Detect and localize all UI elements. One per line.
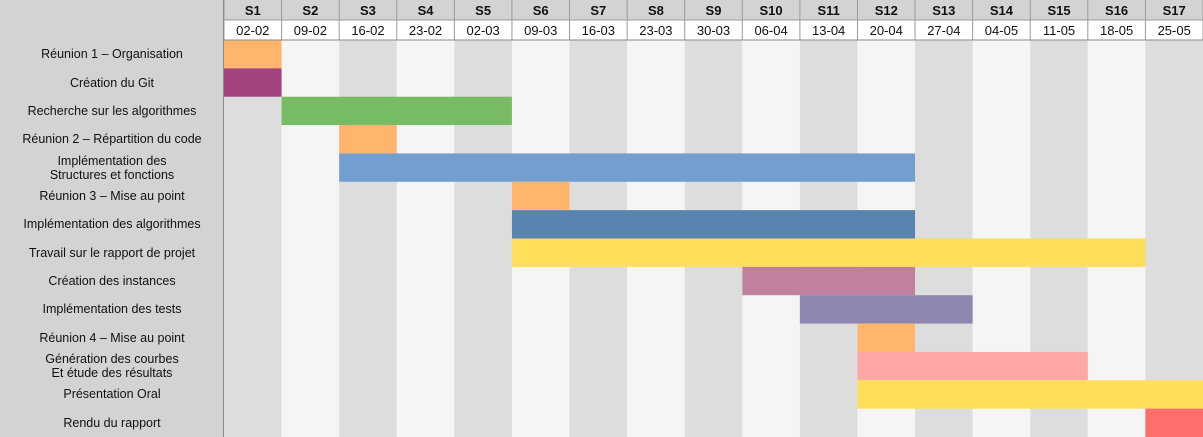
task-label: Création des instances (48, 274, 176, 289)
task-bar (857, 351, 1088, 381)
week-date: 16-02 (351, 22, 385, 38)
week-date: 09-03 (524, 22, 558, 38)
week-date: 27-04 (927, 22, 961, 38)
task-label: Recherche sur les algorithmes (27, 103, 197, 118)
task-label: Implémentation des tests (42, 302, 182, 317)
week-name: S17 (1162, 2, 1186, 18)
week-name: S10 (759, 2, 783, 18)
week-name: S9 (705, 2, 722, 18)
task-label: Réunion 2 – Répartition du code (22, 132, 202, 147)
task-bar (742, 266, 916, 296)
week-date: 06-04 (754, 22, 788, 38)
week-name: S3 (360, 2, 376, 18)
week-date: 20-04 (869, 22, 903, 38)
task-bar (339, 125, 397, 154)
week-date: 23-02 (408, 22, 443, 38)
week-date: 09-02 (293, 22, 327, 38)
task-label: Réunion 4 – Mise au point (39, 330, 185, 345)
task-label: Réunion 3 – Mise au point (39, 188, 185, 203)
task-label: Présentation Oral (63, 387, 161, 402)
week-column-stripe (1145, 40, 1203, 437)
week-name: S6 (532, 2, 549, 18)
week-date: 30-03 (696, 22, 731, 38)
task-label: Réunion 1 – Organisation (41, 47, 183, 62)
week-column-stripe (224, 40, 282, 437)
week-name: S15 (1047, 2, 1071, 18)
task-bar (511, 210, 916, 239)
week-name: S16 (1105, 2, 1129, 18)
week-date: 18-05 (1099, 22, 1134, 38)
task-bar (224, 68, 282, 97)
week-date: 02-02 (236, 22, 270, 38)
week-date: 23-03 (639, 22, 673, 38)
task-bar (1145, 408, 1203, 437)
week-date: 16-03 (581, 22, 615, 38)
task-label: Travail sur le rapport de projet (28, 245, 196, 260)
task-bar (511, 238, 1146, 267)
label-column-background (0, 0, 224, 437)
task-label: Génération des courbes Et étude des résu… (45, 352, 179, 381)
task-bar (281, 96, 512, 126)
week-date-row (224, 20, 1203, 40)
task-label: Rendu du rapport (63, 415, 161, 430)
task-bar (799, 295, 973, 324)
week-name: S5 (475, 2, 492, 18)
week-date: 11-05 (1042, 22, 1076, 38)
week-name: S4 (417, 2, 434, 18)
week-name-row (224, 0, 1203, 20)
task-label: Implémentation des Structures et fonctio… (49, 153, 175, 182)
week-name: S14 (989, 2, 1013, 18)
task-bar (339, 153, 916, 182)
task-bar (857, 323, 916, 352)
task-label: Création du Git (69, 75, 155, 90)
week-name: S13 (932, 2, 956, 18)
task-label: Implémentation des algorithmes (23, 217, 201, 232)
week-date: 02-03 (466, 22, 500, 38)
week-name: S11 (817, 2, 840, 18)
week-name: S2 (302, 2, 319, 18)
week-name: S7 (590, 2, 607, 18)
week-date: 04-05 (984, 22, 1019, 38)
week-name: S12 (874, 2, 898, 18)
task-bar (224, 40, 282, 69)
week-name: S8 (647, 2, 664, 18)
week-date: 25-05 (1157, 22, 1191, 38)
week-date: 13-04 (812, 22, 846, 38)
task-bar (511, 181, 570, 211)
week-name: S1 (244, 2, 261, 18)
task-bar (857, 380, 1203, 409)
